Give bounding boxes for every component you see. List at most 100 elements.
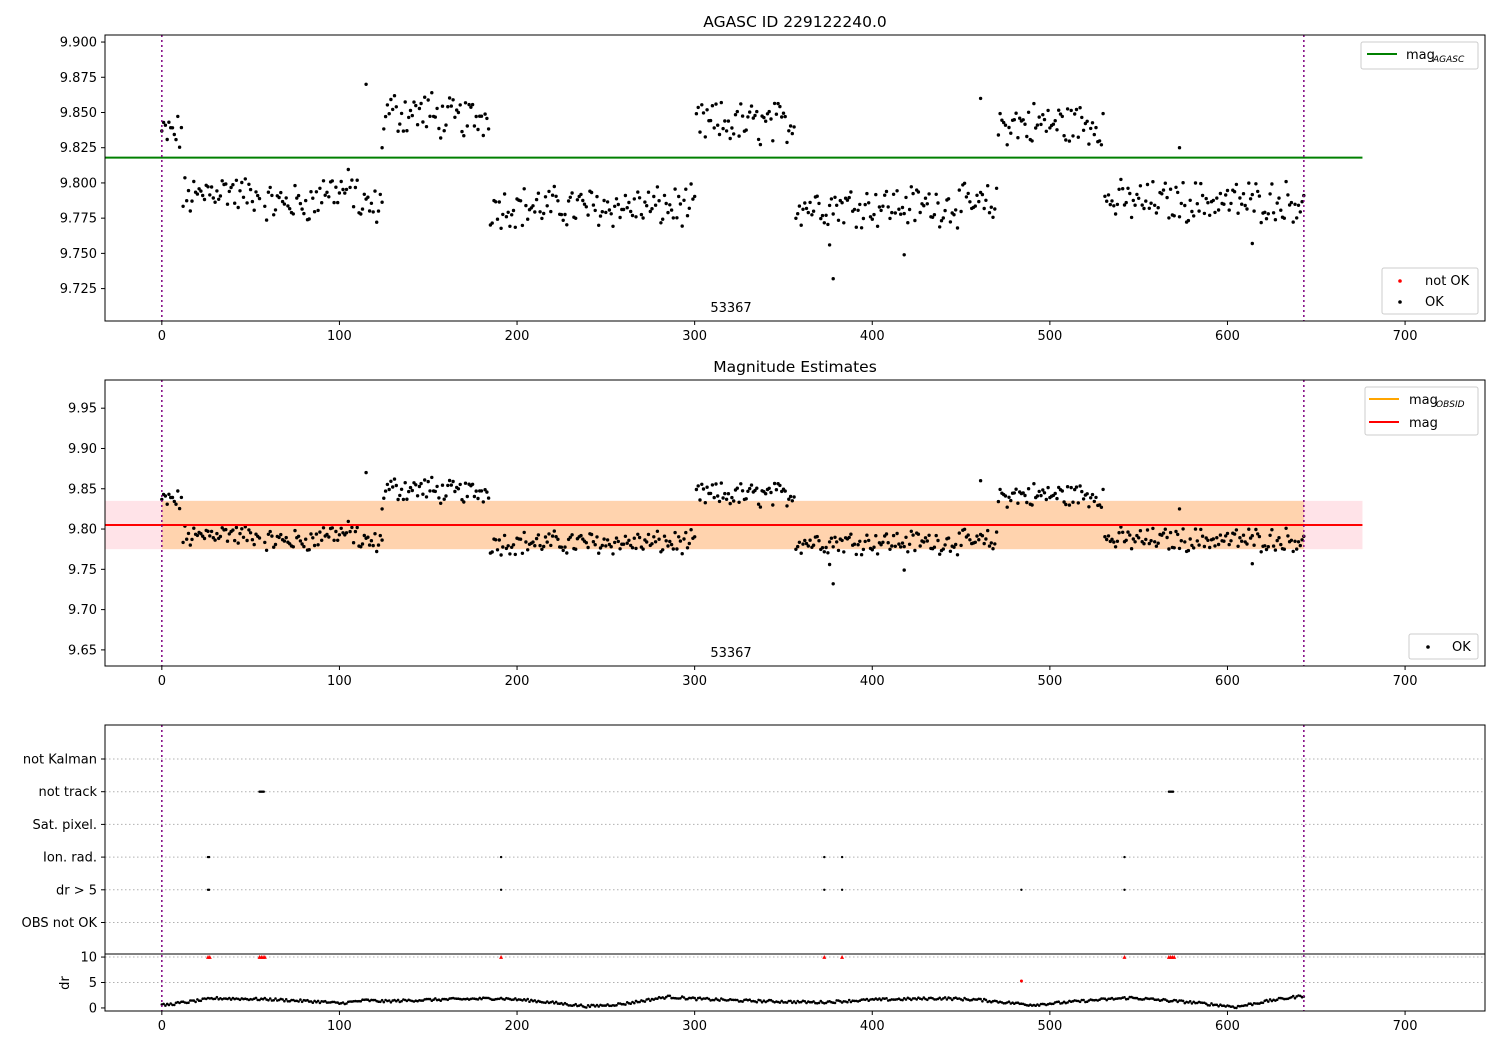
ok-point [215,189,219,193]
dr-point [1275,998,1279,1001]
ok-point [1199,527,1203,532]
ok-point [185,199,189,203]
ok-point [1181,181,1185,185]
dr-point [228,996,231,1000]
ok-point [936,201,940,205]
ok-point [197,187,201,191]
ok-point [1286,534,1290,538]
ok-point [1156,541,1160,545]
ok-point [1138,529,1143,533]
ok-point [1016,136,1020,140]
ok-point [730,126,734,130]
ok-point [675,216,679,220]
ok-point [1263,210,1267,214]
ok-point [893,211,897,215]
ok-point [444,123,448,127]
ok-point [762,115,766,120]
ok-point [533,210,537,214]
dr-point [950,998,954,1002]
dr-point [791,1001,794,1005]
dr-point [1082,998,1085,1002]
ok-point [540,216,544,221]
ok-point [410,113,414,118]
flag-point [207,855,211,859]
ok-point [1252,543,1256,547]
ok-point [202,536,207,541]
dr-point [732,998,735,1002]
dr-point [1128,995,1132,999]
ok-point [748,486,752,491]
ok-point [804,541,809,546]
dr-point [633,1001,636,1005]
ok-point [435,484,439,489]
ok-point [513,225,517,229]
ok-point [1145,528,1150,532]
ok-point [886,205,890,209]
dr-point [274,997,277,1000]
ok-point [474,489,478,493]
ok-point [1037,115,1041,119]
legend-mag-obsid-sub: OBSID [1436,400,1465,410]
ok-point [605,538,610,542]
ok-point [1200,534,1205,538]
ok-point [296,193,301,198]
ok-point [453,115,457,120]
ok-point [694,487,699,492]
dr-point [1123,996,1126,999]
ok-point [337,191,342,195]
ok-point [442,129,446,133]
ok-point [1131,537,1136,541]
ok-point [243,177,247,181]
ok-point [302,544,306,549]
ok-point [1218,191,1223,196]
ok-point [526,548,530,552]
ok-point [975,193,979,197]
ok-point [1298,210,1303,214]
ok-point [167,492,171,496]
ok-point [1112,204,1116,208]
ok-point [481,133,485,138]
dr-point [268,997,272,1000]
ok-point [383,114,388,119]
ok-point [233,201,237,205]
ok-point [710,104,715,108]
ok-point [1106,193,1111,197]
ok-point [1247,527,1251,531]
ok-point [552,529,556,533]
dr-point [915,998,918,1001]
ok-point [268,185,272,190]
ok-point [1002,120,1006,125]
ok-point [316,543,320,547]
magnitude-axes-frame [104,379,1486,667]
ok-point [1206,201,1210,205]
ok-point [174,137,178,142]
ok-point [1101,487,1105,492]
ok-point [1119,525,1123,529]
ok-point [190,199,194,203]
ok-point [716,494,720,498]
ok-point [863,539,867,544]
ok-point [735,109,739,114]
ok-point [1026,110,1031,115]
x-tick-label: 0 [158,329,166,344]
ok-point [224,182,228,186]
ok-point [1213,544,1217,548]
ok-point [1174,529,1178,534]
ok-point [332,200,336,205]
ok-point [801,542,805,546]
ok-point [861,547,866,552]
ok-point [1240,539,1244,543]
ok-point [360,207,365,211]
ok-point [902,253,906,257]
ok-point [584,541,588,545]
ok-point [767,109,771,114]
ok-point [382,496,386,500]
ok-point [1264,547,1269,552]
dr-point [664,995,668,999]
ok-point [993,207,997,211]
ok-point [218,534,223,539]
ok-point [1248,536,1253,540]
ok-point [891,533,896,538]
ok-point [1089,496,1093,500]
ok-point [382,127,386,131]
